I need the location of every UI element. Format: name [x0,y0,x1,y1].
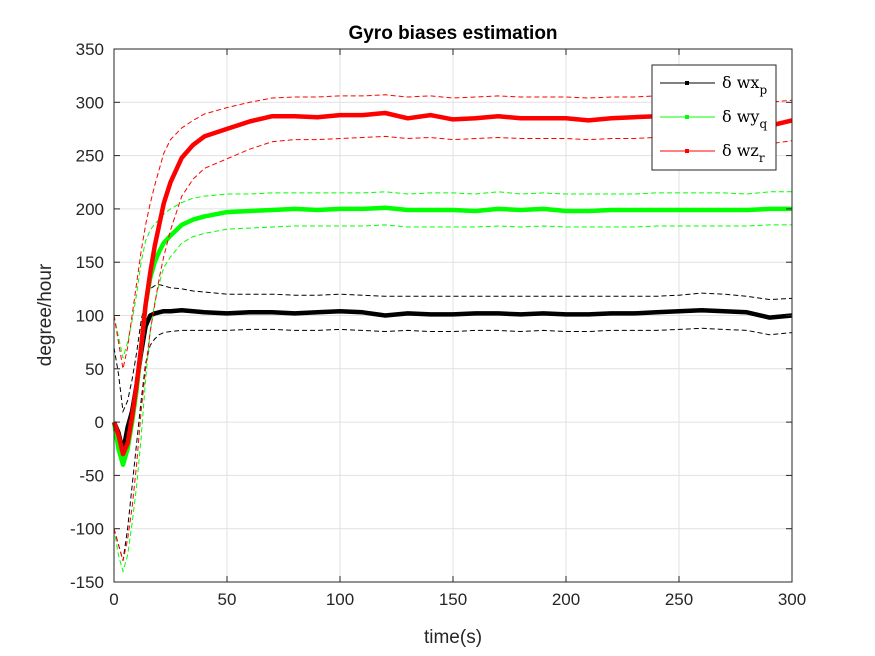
x-tick-label: 150 [439,590,467,609]
ticks [113,48,793,583]
series-p-upper-bound [113,284,793,414]
y-tick-label: 150 [76,253,104,272]
legend-label-subscript: q [759,117,767,131]
x-tick-label: 50 [218,590,237,609]
legend-swatch-marker [685,149,689,153]
series-r-estimate-line [111,110,793,457]
legend-swatch-marker [685,81,689,85]
x-tick-label: 300 [778,590,806,609]
series-r-lower-bound [113,135,793,561]
legend-label-name: δ wz [722,141,759,160]
y-tick-label: -100 [70,520,104,539]
legend-swatch-marker [685,115,689,119]
x-tick-label: 250 [665,590,693,609]
y-tick-label: 0 [95,413,104,432]
y-tick-label: -50 [79,466,104,485]
legend-label: δ wyq [722,107,767,131]
series-q-upper-bound [113,191,792,359]
x-tick-label: 0 [109,590,118,609]
y-tick-label: 50 [85,360,104,379]
y-tick-label: 250 [76,147,104,166]
legend-label: δ wxp [722,73,767,97]
tick-labels: 0 50 100 150 200 250 300 -150 -100 -50 0 50 100 150 20… [70,40,806,609]
legend-label-name: δ wx [722,73,759,92]
y-tick-label: 100 [76,307,104,326]
chart-title: Gyro biases estimation [348,23,557,44]
series-p-lower-bound [113,327,793,561]
series-layer [111,94,793,574]
x-tick-label: 100 [326,590,354,609]
y-tick-label: 300 [76,93,104,112]
legend-label-subscript: r [759,151,765,165]
x-axis-label: time(s) [424,627,482,648]
legend-label: δ wzr [722,141,765,165]
series-q-lower-bound [113,224,792,574]
x-tick-label: 200 [552,590,580,609]
y-tick-label: 200 [76,200,104,219]
legend-label-subscript: p [759,83,767,97]
legend-label-name: δ wy [722,107,759,126]
series-r-upper-bound [113,94,793,369]
y-axis-label: degree/hour [35,263,56,366]
y-tick-label: -150 [70,573,104,592]
y-tick-label: 350 [76,40,104,59]
